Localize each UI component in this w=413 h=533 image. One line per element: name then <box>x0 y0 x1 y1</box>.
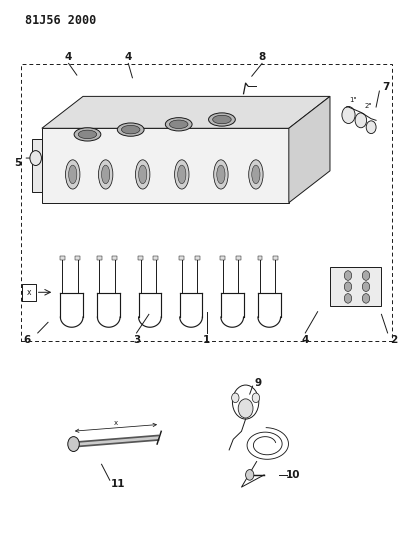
Text: 6: 6 <box>24 335 31 345</box>
Circle shape <box>232 393 239 402</box>
Text: x: x <box>27 288 31 297</box>
Text: 5: 5 <box>14 158 21 168</box>
Circle shape <box>68 437 79 451</box>
Circle shape <box>344 282 352 292</box>
Ellipse shape <box>135 160 150 189</box>
Ellipse shape <box>169 120 188 128</box>
Circle shape <box>342 107 355 124</box>
Bar <box>112 256 117 260</box>
Text: 7: 7 <box>382 82 389 92</box>
Circle shape <box>355 113 367 128</box>
Bar <box>258 256 263 260</box>
Bar <box>75 256 80 260</box>
Bar <box>273 256 278 260</box>
Text: x: x <box>114 421 118 426</box>
Ellipse shape <box>252 165 260 184</box>
Text: 1: 1 <box>203 335 210 345</box>
Ellipse shape <box>139 165 147 184</box>
Bar <box>179 256 184 260</box>
Ellipse shape <box>165 118 192 131</box>
Bar <box>195 256 199 260</box>
Circle shape <box>246 470 254 480</box>
Bar <box>221 256 225 260</box>
Text: 10: 10 <box>286 470 300 480</box>
Ellipse shape <box>213 115 231 124</box>
Ellipse shape <box>102 165 110 184</box>
Ellipse shape <box>217 165 225 184</box>
Text: 9: 9 <box>254 378 261 389</box>
Ellipse shape <box>66 160 80 189</box>
Text: 3: 3 <box>133 335 140 345</box>
Polygon shape <box>289 96 330 203</box>
Circle shape <box>344 271 352 280</box>
Text: 2: 2 <box>390 335 397 345</box>
Polygon shape <box>42 96 330 128</box>
Text: 81J56 2000: 81J56 2000 <box>25 14 97 27</box>
FancyBboxPatch shape <box>330 266 382 306</box>
Circle shape <box>362 294 370 303</box>
Bar <box>97 256 102 260</box>
Ellipse shape <box>249 160 263 189</box>
Text: 11: 11 <box>111 480 125 489</box>
Bar <box>236 256 241 260</box>
Text: 4: 4 <box>65 52 72 61</box>
Circle shape <box>362 271 370 280</box>
Bar <box>138 256 143 260</box>
Text: 1": 1" <box>349 96 356 103</box>
Ellipse shape <box>178 165 186 184</box>
Circle shape <box>362 282 370 292</box>
Ellipse shape <box>175 160 189 189</box>
Text: 8: 8 <box>259 52 266 61</box>
Ellipse shape <box>78 130 97 139</box>
Bar <box>153 256 158 260</box>
Ellipse shape <box>74 128 101 141</box>
Ellipse shape <box>121 125 140 134</box>
Circle shape <box>344 294 352 303</box>
Bar <box>60 256 65 260</box>
Polygon shape <box>31 139 42 192</box>
Ellipse shape <box>209 113 235 126</box>
Ellipse shape <box>117 123 144 136</box>
Circle shape <box>30 151 41 165</box>
Circle shape <box>238 399 253 418</box>
Circle shape <box>252 393 260 402</box>
Text: 4: 4 <box>125 52 132 61</box>
Circle shape <box>366 121 376 134</box>
Text: 4: 4 <box>301 335 309 345</box>
Bar <box>21 64 392 341</box>
Ellipse shape <box>98 160 113 189</box>
Polygon shape <box>42 128 289 203</box>
Ellipse shape <box>214 160 228 189</box>
Ellipse shape <box>69 165 77 184</box>
Text: 2": 2" <box>365 103 372 109</box>
